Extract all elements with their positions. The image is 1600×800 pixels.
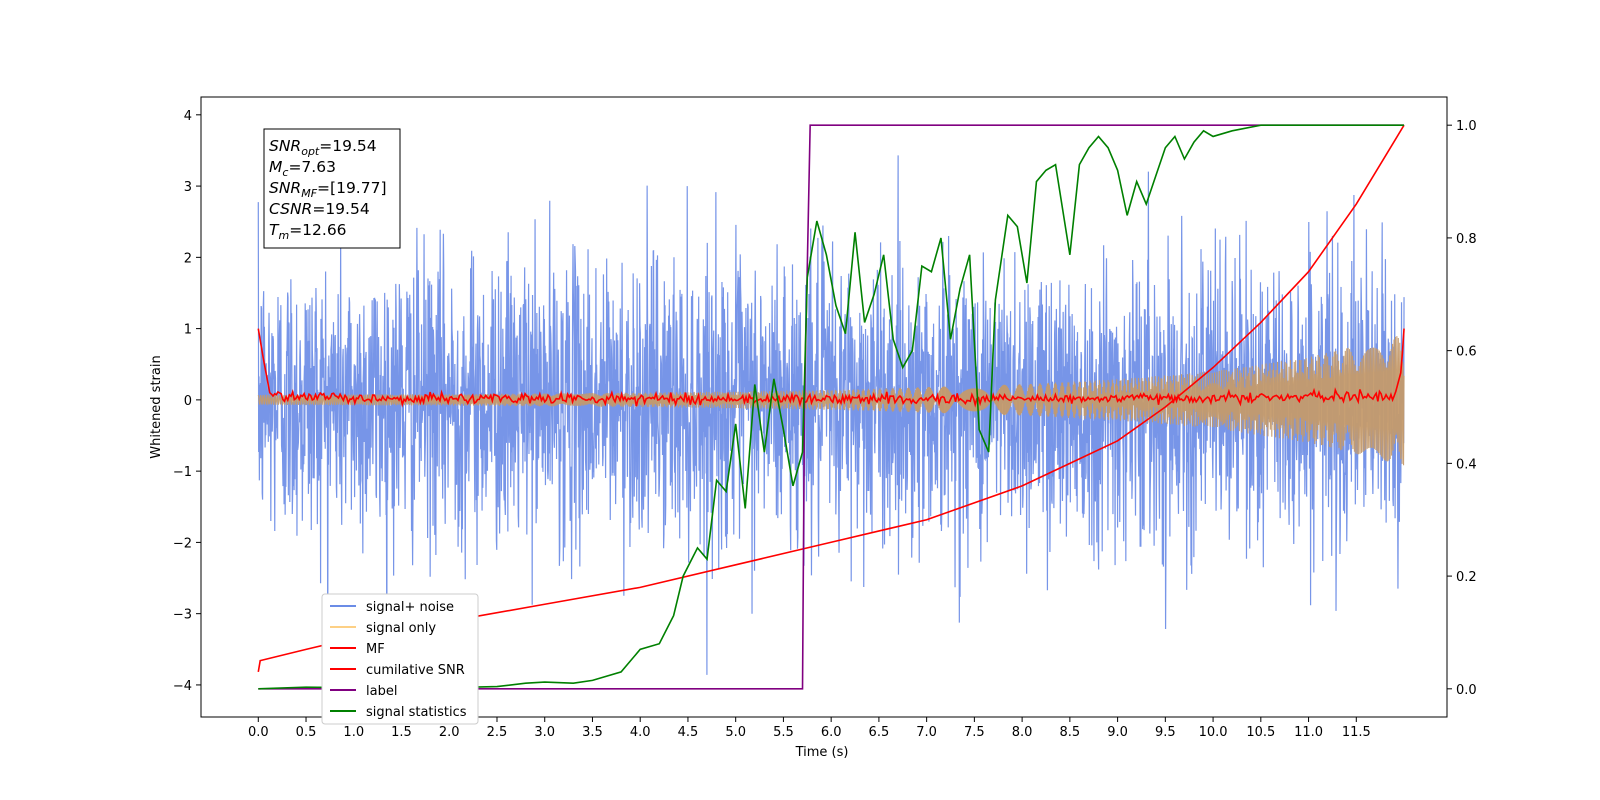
x-tick-label: 9.5: [1155, 725, 1176, 740]
x-tick-label: 8.5: [1060, 725, 1081, 740]
legend-label: MF: [366, 642, 385, 657]
annotation-line: SNRopt=19.54: [269, 137, 377, 158]
legend: signal+ noise signal only MF cumilative SNR…: [321, 593, 479, 725]
y-axis-label: Whitened strain: [149, 355, 164, 458]
x-tick-label: 2.5: [487, 725, 508, 740]
y-tick-label: −3: [173, 608, 192, 623]
x-tick-label: 10.5: [1246, 725, 1275, 740]
annotation-line: SNRMF=[19.77]: [269, 179, 387, 200]
y-tick-label: −4: [173, 679, 192, 694]
y-tick-label: 4: [184, 109, 192, 124]
plot-frame: [200, 96, 1448, 718]
series-signal-only: [257, 336, 1405, 466]
x-tick-label: 6.5: [869, 725, 890, 740]
annotation-line: Mc=7.63: [269, 158, 336, 179]
y-right-tick-label: 0.0: [1456, 683, 1477, 698]
series-signal-noise: [257, 155, 1405, 696]
y-right-tick-label: 0.4: [1456, 457, 1477, 472]
x-tick-label: 8.0: [1012, 725, 1033, 740]
x-tick-label: 11.0: [1294, 725, 1323, 740]
x-tick-label: 0.5: [296, 725, 317, 740]
y-right-tick-label: 0.2: [1456, 570, 1477, 585]
x-tick-label: 7.5: [964, 725, 985, 740]
y-tick-label: 1: [184, 323, 192, 338]
legend-label: label: [366, 684, 397, 699]
y-tick-label: 2: [184, 251, 192, 266]
x-tick-label: 11.5: [1342, 725, 1371, 740]
annotation-line: Tm=12.66: [269, 221, 347, 242]
annotation-frame: [263, 128, 401, 249]
series-signal-statistics: [258, 124, 1405, 690]
y-tick-label: −1: [173, 465, 192, 480]
y-right-tick-label: 0.6: [1456, 345, 1477, 360]
x-tick-label: 10.0: [1199, 725, 1228, 740]
x-tick-label: 9.0: [1107, 725, 1128, 740]
legend-label: cumilative SNR: [366, 663, 465, 678]
legend-label: signal only: [366, 621, 436, 636]
y-axis-left: −4 −3 −2 −1 0 1 2 3 4: [173, 109, 201, 694]
annotation-line: CSNR=19.54: [269, 200, 370, 218]
legend-frame: [321, 593, 479, 725]
x-tick-label: 1.5: [391, 725, 412, 740]
y-tick-label: 0: [184, 394, 192, 409]
x-axis-label: Time (s): [795, 745, 849, 760]
y-tick-label: −2: [173, 536, 192, 551]
x-axis: 0.0 0.5 1.0 1.5 2.0 2.5 3.0 3.5 4.0 4.5 5.0 5.5 6.0 6…: [248, 717, 1371, 740]
x-tick-label: 5.0: [725, 725, 746, 740]
x-tick-label: 4.0: [630, 725, 651, 740]
x-tick-label: 3.0: [534, 725, 555, 740]
x-tick-label: 5.5: [773, 725, 794, 740]
annotation-box: SNRopt=19.54Mc=7.63SNRMF=[19.77]CSNR=19.…: [263, 128, 401, 249]
x-tick-label: 4.5: [678, 725, 699, 740]
x-tick-label: 6.0: [821, 725, 842, 740]
y-right-tick-label: 0.8: [1456, 232, 1477, 247]
x-tick-label: 3.5: [582, 725, 603, 740]
x-tick-label: 7.0: [916, 725, 937, 740]
y-axis-right: 0.0 0.2 0.4 0.6 0.8 1.0: [1447, 119, 1477, 698]
legend-label: signal+ noise: [366, 600, 454, 615]
y-tick-label: 3: [184, 180, 192, 195]
x-tick-label: 0.0: [248, 725, 269, 740]
y-right-tick-label: 1.0: [1456, 119, 1477, 134]
series-mf: [257, 328, 1405, 408]
x-tick-label: 2.0: [439, 725, 460, 740]
legend-label: signal statistics: [366, 705, 467, 720]
x-tick-label: 1.0: [343, 725, 364, 740]
